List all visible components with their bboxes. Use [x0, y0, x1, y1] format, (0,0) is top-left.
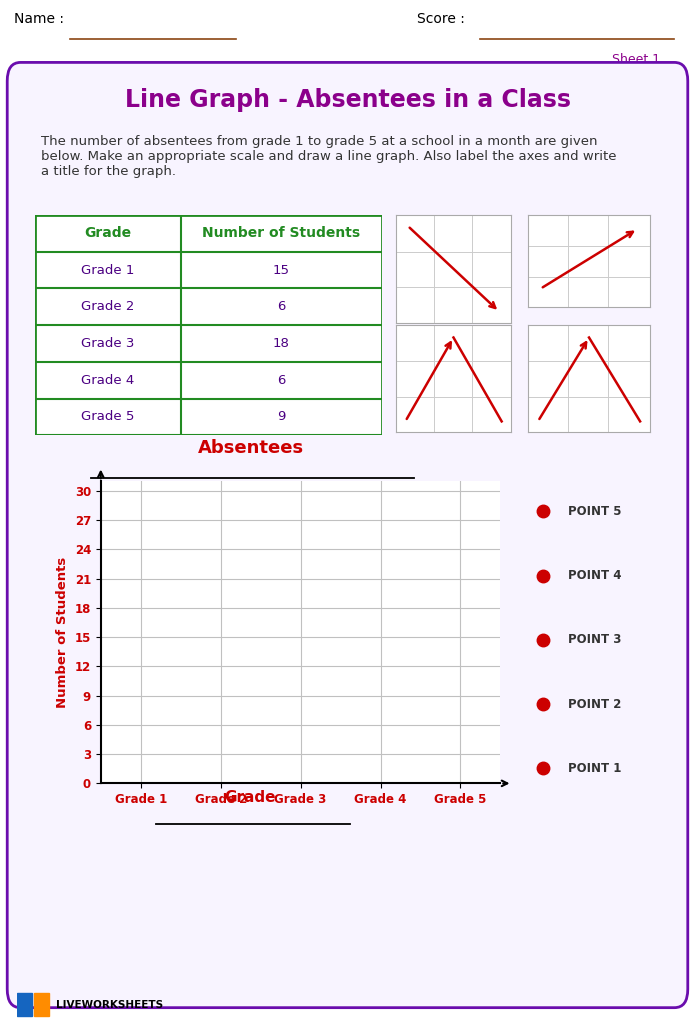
Bar	[17, 993, 32, 1016]
Text: 18: 18	[273, 337, 290, 350]
Text: Grade 1: Grade 1	[81, 263, 134, 276]
Y-axis label: Number of Students: Number of Students	[56, 557, 69, 708]
Text: Sheet 1: Sheet 1	[612, 53, 660, 67]
Text: POINT 4: POINT 4	[568, 569, 621, 583]
Text: Score :: Score :	[417, 11, 465, 26]
Text: LIVEWORKSHEETS: LIVEWORKSHEETS	[56, 999, 163, 1010]
Text: 6: 6	[277, 374, 286, 387]
Text: POINT 2: POINT 2	[568, 697, 621, 711]
Text: Grade 2: Grade 2	[81, 300, 134, 313]
Text: Number of Students: Number of Students	[202, 226, 361, 241]
Text: POINT 1: POINT 1	[568, 762, 621, 775]
Text: Grade: Grade	[224, 791, 276, 806]
Bar	[34, 993, 49, 1016]
Text: Name :: Name :	[14, 11, 64, 26]
Text: Absentees: Absentees	[197, 439, 304, 457]
Text: The number of absentees from grade 1 to grade 5 at a school in a month are given: The number of absentees from grade 1 to …	[41, 135, 616, 178]
Text: 9: 9	[277, 411, 286, 423]
Text: POINT 5: POINT 5	[568, 505, 621, 518]
Text: POINT 3: POINT 3	[568, 634, 621, 646]
Text: Line Graph - Absentees in a Class: Line Graph - Absentees in a Class	[124, 88, 571, 112]
FancyBboxPatch shape	[7, 62, 688, 1008]
Text: Grade 5: Grade 5	[81, 411, 134, 423]
Text: Grade 3: Grade 3	[81, 337, 134, 350]
Text: 15: 15	[273, 263, 290, 276]
Text: Grade 4: Grade 4	[81, 374, 134, 387]
Text: 6: 6	[277, 300, 286, 313]
Text: Grade: Grade	[84, 226, 131, 241]
